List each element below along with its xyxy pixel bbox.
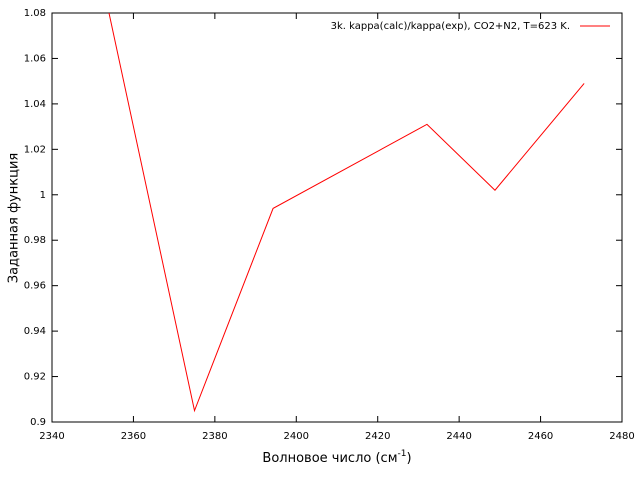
- x-tick-label: 2400: [284, 431, 309, 442]
- y-tick-label: 0.92: [24, 372, 46, 383]
- y-tick-label: 0.96: [24, 281, 46, 292]
- y-tick-label: 0.94: [24, 326, 46, 337]
- x-tick-label: 2460: [528, 431, 553, 442]
- x-axis-label-sup: -1: [398, 449, 407, 459]
- y-tick-label: 0.9: [30, 417, 46, 428]
- line-series: [108, 13, 585, 413]
- y-tick-label: 1.08: [24, 8, 46, 19]
- x-axis-label-end: ): [406, 451, 411, 466]
- legend-label: 3k. kappa(calc)/kappa(exp), CO2+N2, T=62…: [331, 21, 570, 32]
- x-tick-label: 2360: [121, 431, 146, 442]
- y-axis-label: Заданная функция: [7, 153, 22, 283]
- x-tick-label: 2380: [202, 431, 227, 442]
- plot-frame: [51, 12, 623, 423]
- x-tick-label: 2340: [39, 431, 64, 442]
- y-tick-label: 0.98: [24, 235, 46, 246]
- x-tick-label: 2480: [609, 431, 634, 442]
- x-tick-label: 2420: [365, 431, 390, 442]
- x-axis-label: Волновое число (см-1): [262, 449, 411, 466]
- x-axis-label-text: Волновое число (см: [262, 451, 397, 466]
- y-tick-label: 1: [40, 190, 46, 201]
- y-tick-label: 1.02: [24, 144, 46, 155]
- y-tick-label: 1.06: [24, 53, 46, 64]
- x-tick-label: 2440: [446, 431, 471, 442]
- y-tick-label: 1.04: [24, 99, 46, 110]
